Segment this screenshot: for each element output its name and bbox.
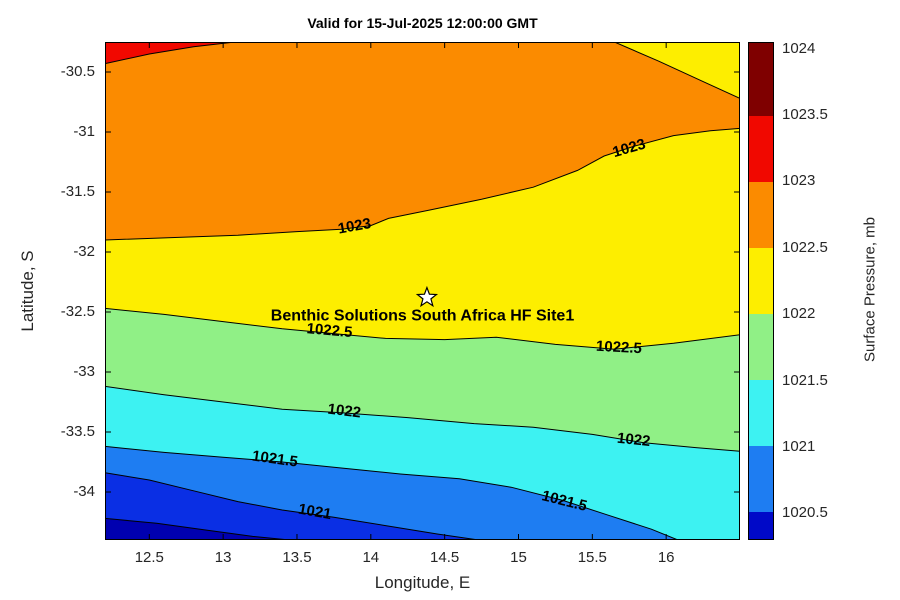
colorbar-segment	[749, 446, 773, 513]
plot-border	[105, 42, 740, 540]
plot-title: Valid for 15-Jul-2025 12:00:00 GMT	[307, 15, 538, 31]
colorbar-segment	[749, 43, 773, 116]
contour-label: 1021	[297, 501, 333, 524]
y-tick-label: -33	[73, 363, 95, 380]
contour-plot-canvas: 10211021.51021.5102210221022.51022.51023…	[105, 42, 740, 540]
x-axis-label: Longitude, E	[374, 573, 471, 592]
contour-label: 1022	[327, 401, 362, 422]
contour-line-1020.5	[105, 517, 290, 540]
x-tick-label: 15.5	[577, 549, 607, 566]
y-axis-label: Latitude, S	[18, 250, 37, 332]
colorbar-tick-label: 1023	[782, 172, 816, 190]
band-above-1023	[105, 42, 740, 240]
colorbar-segment	[749, 512, 773, 539]
x-tick-label: 13.5	[282, 549, 312, 566]
contour-line-1021	[105, 472, 479, 540]
colorbar-tick-label: 1023.5	[782, 106, 828, 124]
x-tick-label: 14.5	[430, 549, 460, 566]
x-tick-label: 14	[362, 549, 380, 566]
colorbar-segment	[749, 380, 773, 447]
y-tick-label: -34	[73, 483, 95, 500]
colorbar	[748, 42, 774, 540]
colorbar-segment	[749, 247, 773, 315]
colorbar-tick-label: 1024	[782, 39, 816, 57]
colorbar-tick-label: 1021	[782, 438, 816, 456]
colorbar-tick-label: 1022	[782, 305, 816, 323]
x-tick-label: 13	[214, 549, 232, 566]
site-star-icon	[415, 285, 439, 308]
contour-line-1023	[105, 127, 740, 241]
contour-line-1022	[105, 385, 740, 452]
x-tick-label: 16	[657, 549, 675, 566]
colorbar-tick-label: 1020.5	[782, 504, 828, 522]
y-tick-label: -33.5	[60, 423, 95, 440]
contour-line-1022.5	[105, 307, 740, 350]
y-tick-label: -32	[73, 243, 95, 260]
contour-line-1023.5	[105, 42, 236, 65]
colorbar-segment	[749, 314, 773, 381]
contour-label: 1023	[337, 215, 373, 238]
colorbar-label: Surface Pressure, mb	[861, 216, 879, 363]
contour-line-1021.5	[105, 445, 679, 540]
x-tick-label: 15	[510, 549, 527, 566]
contour-line-1023	[614, 42, 740, 99]
x-tick-label: 12.5	[134, 549, 164, 566]
contour-label: 1021.5	[251, 447, 299, 470]
site-label: Benthic Solutions South Africa HF Site1	[271, 307, 575, 324]
y-tick-label: -31	[73, 123, 95, 140]
band-above-1023.5	[105, 42, 235, 64]
y-tick-label: -31.5	[60, 183, 95, 200]
band-above-1023	[614, 42, 740, 99]
colorbar-segment	[749, 181, 773, 248]
contour-label: 1022	[616, 430, 651, 450]
colorbar-tick-label: 1022.5	[782, 238, 828, 256]
contour-label: 1022.5	[306, 320, 353, 341]
y-tick-label: -32.5	[60, 303, 95, 320]
contour-label: 1022.5	[596, 338, 643, 357]
colorbar-tick-label: 1021.5	[782, 371, 828, 389]
y-tick-label: -30.5	[60, 63, 95, 80]
colorbar-segment	[749, 115, 773, 182]
